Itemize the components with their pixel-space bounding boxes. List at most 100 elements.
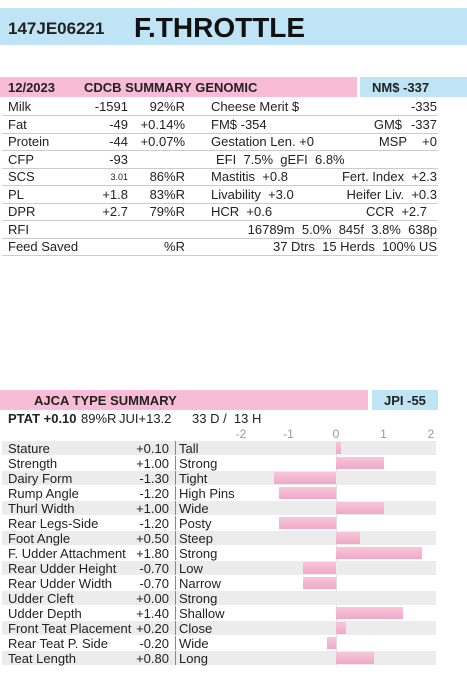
type-band — [0, 390, 368, 410]
summary-cell: MSP — [378, 134, 407, 149]
trait-bar — [336, 442, 341, 454]
trait-value: +1.40 — [136, 606, 169, 621]
trait-bar — [336, 652, 374, 664]
trait-descriptor: Tall — [179, 441, 199, 456]
row-rule — [2, 167, 438, 169]
axis-tick-label: 0 — [332, 427, 340, 441]
summary-cell: -49 — [109, 116, 128, 132]
trait-name: F. Udder Attachment — [8, 546, 126, 561]
trait-sep — [175, 471, 176, 485]
summary-date: 12/2023 — [8, 80, 55, 95]
trait-bar — [336, 502, 384, 514]
trait-descriptor: Long — [179, 651, 208, 666]
axis-tick-label: 1 — [380, 427, 387, 441]
trait-name: Rump Angle — [8, 486, 79, 501]
summary-cell: SCS — [8, 169, 35, 184]
trait-descriptor: Strong — [179, 456, 218, 471]
trait-sep — [175, 486, 176, 500]
summary-cell: Cheese Merit $ — [211, 99, 300, 114]
trait-value: +0.50 — [136, 531, 169, 546]
trait-name: Rear Legs-Side — [8, 516, 99, 531]
trait-descriptor: Steep — [179, 531, 213, 546]
summary-cell: CCR +2.7 — [365, 204, 427, 219]
trait-bar — [326, 637, 336, 649]
row-rule — [2, 220, 438, 221]
summary-cell: 92%R — [149, 99, 185, 114]
trait-name: Strength — [8, 456, 58, 471]
summary-cell: 83%R — [149, 186, 185, 202]
type-title: AJCA TYPE SUMMARY — [34, 393, 177, 408]
trait-value: -0.20 — [139, 636, 169, 651]
summary-cell: FM$ -354 — [211, 116, 267, 132]
trait-bar — [274, 472, 336, 484]
trait-value: +0.20 — [136, 621, 169, 636]
trait-descriptor: Strong — [179, 546, 218, 561]
trait-value: +1.00 — [136, 456, 169, 471]
summary-cell: +0 — [422, 134, 437, 149]
trait-descriptor: Shallow — [179, 606, 225, 621]
summary-cell: +0.14% — [140, 116, 185, 132]
summary-title: CDCB SUMMARY GENOMIC — [84, 80, 258, 95]
summary-cell: -335 — [410, 99, 437, 114]
axis-tick-label: -1 — [283, 427, 294, 441]
trait-value: +1.00 — [136, 501, 169, 516]
trait-name: Stature — [8, 441, 50, 456]
trait-value: +0.00 — [136, 591, 169, 606]
trait-sep — [175, 561, 176, 575]
row-rule — [2, 255, 438, 256]
summary-index: NM$ -337 — [372, 80, 430, 95]
summary-cell: Protein — [8, 134, 50, 149]
trait-sep — [175, 621, 176, 635]
summary-cell: Fat — [8, 116, 27, 132]
trait-descriptor: Narrow — [179, 576, 221, 591]
trait-descriptor: Wide — [179, 636, 209, 651]
trait-sep — [175, 516, 176, 530]
summary-cell: 79%R — [149, 204, 185, 219]
summary-index-band — [360, 77, 467, 97]
ptat: PTAT +0.10 — [8, 411, 77, 426]
trait-bar — [279, 517, 336, 529]
type-index-band — [372, 390, 438, 410]
trait-descriptor: Wide — [179, 501, 209, 516]
bull-id: 147JE06221 — [8, 19, 105, 38]
row-rule — [2, 202, 438, 204]
trait-name: Udder Cleft — [8, 591, 74, 606]
trait-value: -1.20 — [139, 486, 169, 501]
trait-name: Rear Teat P. Side — [8, 636, 108, 651]
trait-name: Front Teat Placement — [8, 621, 132, 636]
row-shade — [2, 531, 436, 545]
summary-cell: -337 — [410, 116, 437, 132]
jui: JUI+13.2 — [119, 411, 172, 426]
trait-bar — [336, 532, 360, 544]
trait-sep — [175, 591, 176, 605]
trait-name: Udder Depth — [8, 606, 82, 621]
trait-value: -1.30 — [139, 471, 169, 486]
trait-value: -0.70 — [139, 576, 169, 591]
summary-cell: -1591 — [94, 99, 128, 114]
trait-descriptor: Close — [179, 621, 213, 636]
daughters: 33 D / 13 H — [192, 411, 262, 426]
trait-name: Dairy Form — [8, 471, 73, 486]
header-band — [0, 8, 467, 45]
trait-bar — [302, 562, 336, 574]
summary-cell: CFP — [8, 151, 34, 167]
trait-name: Rear Udder Height — [8, 561, 117, 576]
summary-cell: -44 — [109, 134, 128, 149]
trait-bar — [302, 577, 336, 589]
trait-sep — [175, 636, 176, 650]
trait-bar — [336, 547, 422, 559]
row-shade — [2, 591, 436, 605]
axis-tick-label: 2 — [427, 427, 435, 441]
summary-cell: PL — [8, 186, 24, 202]
trait-sep — [175, 576, 176, 590]
row-rule — [2, 132, 438, 134]
row-shade — [2, 501, 436, 515]
trait-sep — [175, 531, 176, 545]
row-rule — [2, 115, 438, 116]
summary-cell: Heifer Liv. +0.3 — [346, 186, 437, 202]
trait-name: Foot Angle — [8, 531, 71, 546]
trait-sep — [175, 501, 176, 515]
trait-sep — [175, 606, 176, 620]
summary-cell: Livability +3.0 — [211, 186, 294, 202]
summary-cell: +2.7 — [102, 204, 128, 219]
